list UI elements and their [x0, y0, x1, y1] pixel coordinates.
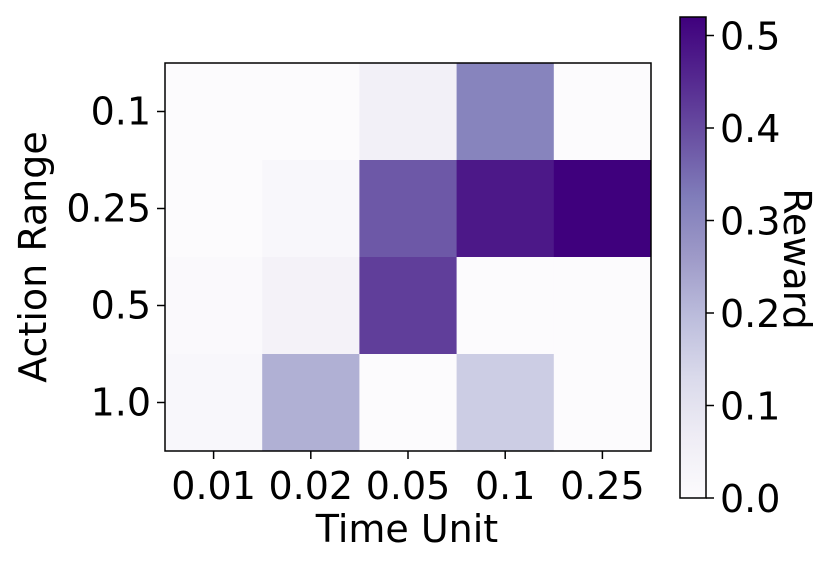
- x-tick-label: 0.25: [560, 464, 645, 508]
- y-tick-label: 0.5: [91, 284, 151, 328]
- heatmap-cell: [165, 257, 263, 355]
- heatmap-cell: [456, 354, 555, 452]
- heatmap-cell: [262, 354, 360, 452]
- heatmap-cell: [165, 354, 263, 452]
- colorbar-tick-label: 0.3: [720, 200, 780, 244]
- colorbar-tick-label: 0.0: [720, 477, 780, 521]
- heatmap-cell: [262, 160, 360, 258]
- heatmap-cell: [553, 160, 652, 258]
- heatmap-cell: [553, 63, 652, 161]
- colorbar: [679, 16, 707, 499]
- colorbar-tick-label: 0.4: [720, 107, 780, 151]
- heatmap-cell: [553, 257, 652, 355]
- heatmap-cell: [262, 63, 360, 161]
- heatmap-cell: [456, 160, 555, 258]
- x-axis-label: Time Unit: [315, 507, 498, 551]
- y-axis-label: Action Range: [11, 131, 55, 383]
- colorbar-tick-label: 0.1: [720, 385, 780, 429]
- heatmap-cell: [456, 257, 555, 355]
- heatmap-cell: [165, 160, 263, 258]
- heatmap-cells: [165, 63, 652, 452]
- x-axis-ticks: 0.01 0.02 0.05 0.1 0.25: [171, 451, 645, 508]
- x-tick-label: 0.05: [366, 464, 451, 508]
- x-tick-label: 0.01: [171, 464, 256, 508]
- heatmap-cell: [359, 257, 458, 355]
- y-axis-ticks: 0.1 0.25 0.5 1.0: [66, 90, 165, 425]
- colorbar-tick-label: 0.5: [720, 15, 780, 59]
- heatmap-cell: [359, 354, 458, 452]
- heatmap-cell: [165, 63, 263, 161]
- colorbar-ticks: 0.0 0.1 0.2 0.3 0.4 0.5: [706, 15, 780, 521]
- heatmap-cell: [456, 63, 555, 161]
- colorbar-label: Reward: [775, 188, 819, 330]
- heatmap-cell: [553, 354, 652, 452]
- heatmap-cell: [359, 160, 458, 258]
- heatmap-cell: [359, 63, 458, 161]
- x-tick-label: 0.02: [268, 464, 353, 508]
- y-tick-label: 0.25: [66, 187, 151, 231]
- y-tick-label: 1.0: [91, 381, 151, 425]
- x-tick-label: 0.1: [475, 464, 535, 508]
- colorbar-tick-label: 0.2: [720, 292, 780, 336]
- heatmap-cell: [262, 257, 360, 355]
- y-tick-label: 0.1: [91, 90, 151, 134]
